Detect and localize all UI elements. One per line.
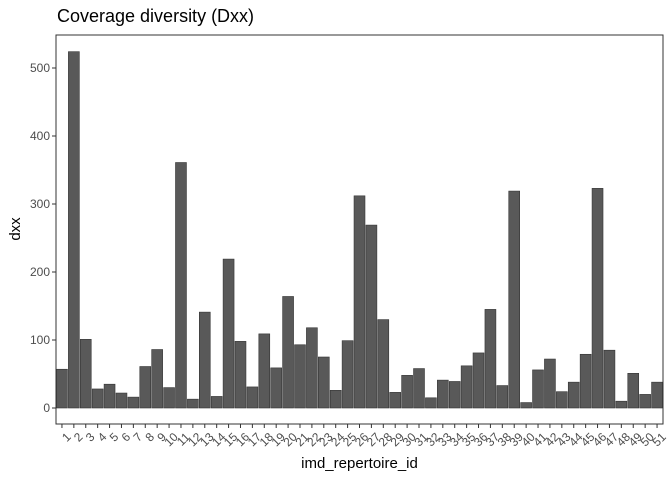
bar-28 (377, 319, 390, 409)
y-tick-label: 300 (30, 197, 50, 211)
bar-6 (115, 392, 128, 409)
bar-51 (651, 381, 663, 409)
bar-44 (567, 381, 580, 409)
bar-19 (270, 367, 282, 409)
y-tick-label: 500 (30, 61, 50, 75)
bar-34 (448, 381, 461, 409)
bar-42 (544, 358, 556, 409)
bar-22 (306, 327, 318, 409)
bar-31 (413, 368, 425, 409)
bar-18 (258, 333, 271, 409)
bar-2 (68, 51, 80, 409)
panel-border (55, 34, 664, 425)
bar-33 (437, 379, 449, 409)
bar-30 (401, 375, 413, 409)
bar-27 (365, 224, 378, 409)
y-tick-label: 0 (43, 401, 50, 415)
bar-1 (56, 368, 68, 409)
bar-4 (91, 388, 104, 409)
y-axis: 0 100 200 300 400 500 (30, 61, 56, 415)
bar-36 (472, 352, 485, 409)
bar-32 (425, 397, 437, 409)
y-tick-label: 100 (30, 333, 50, 347)
bar-14 (210, 396, 223, 409)
bar-24 (329, 390, 342, 409)
bar-38 (496, 385, 509, 409)
bar-8 (139, 366, 152, 409)
bar-7 (127, 396, 140, 409)
bar-13 (199, 311, 211, 409)
bar-29 (389, 392, 401, 409)
bar-39 (508, 190, 520, 409)
bar-21 (294, 344, 306, 409)
bars-layer (56, 51, 663, 409)
bar-41 (532, 369, 544, 409)
bar-37 (484, 309, 497, 409)
bar-50 (639, 394, 651, 409)
bar-46 (591, 188, 604, 409)
bar-20 (282, 296, 294, 409)
chart-title: Coverage diversity (Dxx) (57, 6, 254, 26)
y-tick-label: 200 (30, 265, 50, 279)
y-axis-title: dxx (7, 217, 24, 241)
bar-48 (615, 400, 628, 409)
bar-26 (353, 195, 366, 409)
y-tick-label: 400 (30, 129, 50, 143)
bar-25 (341, 340, 354, 409)
bar-16 (234, 341, 247, 409)
bar-35 (460, 365, 473, 409)
bar-49 (627, 373, 640, 409)
bar-47 (603, 349, 616, 409)
bar-9 (151, 349, 163, 409)
bar-23 (318, 356, 330, 409)
bar-43 (556, 391, 568, 409)
bar-40 (520, 402, 532, 409)
bar-10 (163, 387, 175, 409)
bar-5 (103, 383, 116, 409)
bar-17 (246, 386, 259, 409)
bar-12 (187, 398, 199, 409)
bar-11 (175, 162, 187, 409)
x-axis-title: imd_repertoire_id (301, 455, 418, 472)
bar-3 (79, 339, 92, 409)
bar-45 (579, 353, 592, 409)
bar-15 (222, 258, 235, 409)
